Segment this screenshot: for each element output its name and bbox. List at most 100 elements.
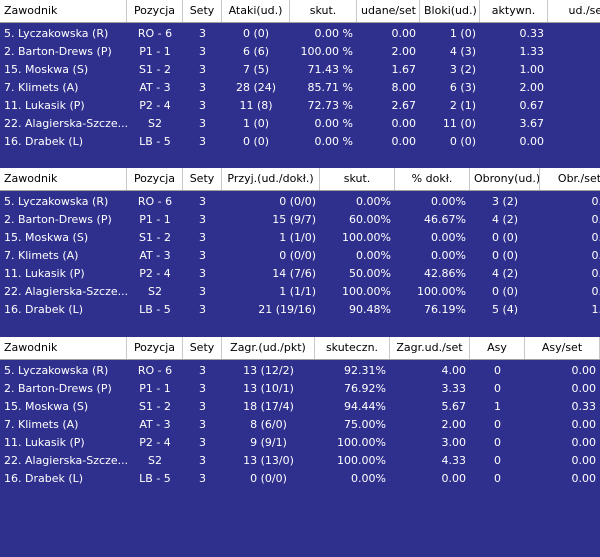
table-cell: LB - 5 <box>139 472 171 485</box>
table-cell: 22. Alagierska-Szcze... <box>4 454 127 467</box>
table-cell: 3.67 <box>519 117 545 130</box>
table-cell: 0.67 <box>591 267 600 280</box>
table-cell: 0.00 <box>519 135 545 148</box>
table-cell: 2.00 <box>441 418 467 431</box>
table-cell: 42.86% <box>424 267 466 280</box>
table-cell: 21 (19/16) <box>258 303 316 316</box>
table-cell: 0.00 <box>591 285 600 298</box>
table-cell: 2.67 <box>391 99 417 112</box>
table-cell: 0.00% <box>431 231 466 244</box>
table-cell: 0.00 % <box>314 27 353 40</box>
table-cell: 0.33 <box>571 400 597 413</box>
table-cell: 3 <box>199 231 206 244</box>
table-cell: S1 - 2 <box>139 231 171 244</box>
stats-table: Zawodnik Pozycja Sety Ataki(ud.) skut. udane/… <box>0 0 600 152</box>
table-cell: 0.00 <box>571 472 597 485</box>
column-header: Bloki(ud.) <box>420 0 480 22</box>
table-cell: P1 - 1 <box>139 45 171 58</box>
column-header: Obr./set <box>540 168 600 190</box>
column-header: Zawodnik <box>0 0 127 22</box>
table-cell: 2 (1) <box>449 99 476 112</box>
table-cell: AT - 3 <box>139 418 171 431</box>
table-cell: 100.00% <box>337 436 386 449</box>
table-cell: 15. Moskwa (S) <box>4 400 89 413</box>
table-cell: 1 (0) <box>449 27 476 40</box>
table-cell: 3 <box>199 213 206 226</box>
table-cell: 0.67 <box>591 213 600 226</box>
table-cell: P2 - 4 <box>139 267 171 280</box>
table-cell: 0.00 <box>571 454 597 467</box>
table-cell: 11. Lukasik (P) <box>4 99 85 112</box>
table-cell: 15. Moskwa (S) <box>4 231 89 244</box>
table-cell: 0.00% <box>351 472 386 485</box>
table-cell: 3 <box>199 135 206 148</box>
table-cell: 71.43 % <box>307 63 353 76</box>
table-cell: 1.00 <box>548 43 600 61</box>
table-cell: 94.44% <box>344 400 386 413</box>
table-cell: 0.00 % <box>314 117 353 130</box>
table-cell: 0.33 <box>548 97 600 115</box>
column-header: skut. <box>320 168 395 190</box>
table-cell: 3 <box>199 63 206 76</box>
table-cell: 0.67 <box>591 195 600 208</box>
table-cell: 3 <box>199 454 206 467</box>
table-cell: 1 <box>494 400 501 413</box>
table-cell: 4 (2) <box>491 267 519 280</box>
table-cell: P1 - 1 <box>139 382 171 395</box>
table-cell: 72.73 % <box>307 99 353 112</box>
column-header: skuteczn. <box>315 337 390 359</box>
table-cell: 0 <box>494 454 501 467</box>
table-cell: 0.00% <box>431 249 466 262</box>
table-cell: 3 (2) <box>491 195 519 208</box>
table-cell: 4 (2) <box>491 213 519 226</box>
table-cell: 28 (24) <box>235 81 277 94</box>
table-header: Zawodnik Pozycja Sety Zagr.(ud./pkt) skutecz… <box>0 337 600 360</box>
table-cell: 16. Drabek (L) <box>4 303 84 316</box>
table-cell: P2 - 4 <box>139 99 171 112</box>
column-header: udane/set <box>357 0 420 22</box>
table-cell: 0.00 <box>391 117 417 130</box>
table-cell: 0.00% <box>356 249 391 262</box>
table-cell: 0 <box>494 418 501 431</box>
table-cell: 1.00 <box>519 63 545 76</box>
column-header: Asy <box>470 337 525 359</box>
table-cell: 100.00% <box>342 285 391 298</box>
table-cell: 9 (9/1) <box>250 436 287 449</box>
table-cell: 85.71 % <box>307 81 353 94</box>
table-cell: AT - 3 <box>139 81 171 94</box>
table-cell: 1 (0) <box>242 117 270 130</box>
table-cell: 1 (1/0) <box>279 231 316 244</box>
table-cell: 3 <box>199 382 206 395</box>
table-cell: 0.00 <box>571 436 597 449</box>
table-cell: 0.00% <box>356 195 391 208</box>
table-cell: 0.00 <box>548 25 600 43</box>
table-cell: 3 <box>199 418 206 431</box>
table-cell: 4.00 <box>441 364 467 377</box>
table-cell: 0 (0) <box>242 135 270 148</box>
table-cell: 8 (6/0) <box>250 418 287 431</box>
table-cell: 16. Drabek (L) <box>4 135 84 148</box>
table-cell: 7. Klimets (A) <box>4 418 79 431</box>
table-cell: 22. Alagierska-Szcze... <box>4 285 127 298</box>
table-cell: 11. Lukasik (P) <box>4 267 85 280</box>
table-cell: 3 <box>199 400 206 413</box>
table-cell: 2. Barton-Drews (P) <box>4 382 112 395</box>
table-cell: 0 <box>494 364 501 377</box>
table-cell: 3 <box>199 364 206 377</box>
table-cell: 0 (0/0) <box>279 249 316 262</box>
table-cell: 3 <box>199 195 206 208</box>
column-header: Pozycja <box>127 0 183 22</box>
table-cell: 0 <box>494 436 501 449</box>
column-header: Sety <box>183 168 222 190</box>
table-cell: 3 <box>199 117 206 130</box>
table-cell: 16. Drabek (L) <box>4 472 84 485</box>
table-cell: 1 (1/1) <box>279 285 316 298</box>
column-header: Pozycja <box>127 337 183 359</box>
column-header: Zagr.(ud./pkt) <box>222 337 315 359</box>
table-cell: 1.33 <box>519 45 545 58</box>
table-cell: 3 <box>199 285 206 298</box>
table-cell: 0 <box>494 472 501 485</box>
table-cell: 3 <box>199 472 206 485</box>
table-header: Zawodnik Pozycja Sety Ataki(ud.) skut. udane/… <box>0 0 600 23</box>
table-cell: 1.67 <box>391 63 417 76</box>
